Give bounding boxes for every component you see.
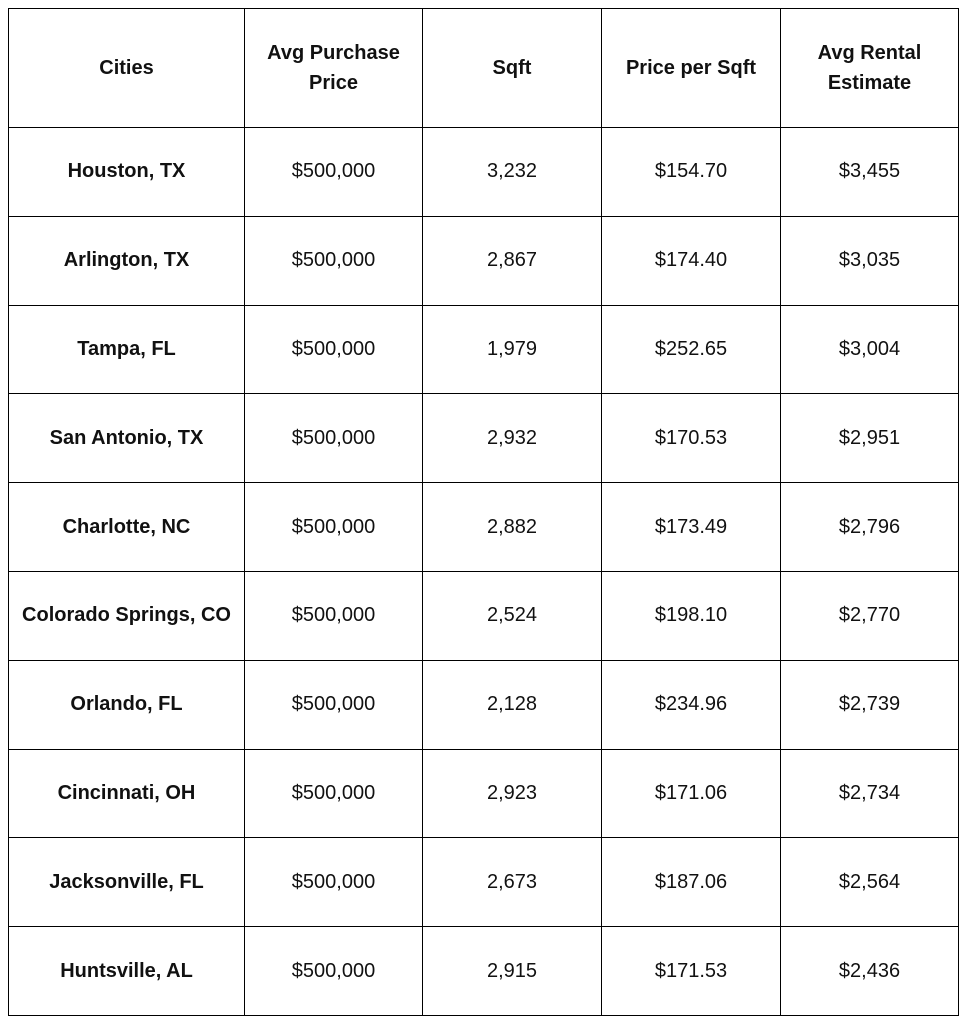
table-row: Arlington, TX $500,000 2,867 $174.40 $3,… xyxy=(8,215,959,306)
sqft-cell: 2,128 xyxy=(422,659,602,750)
rental-estimate-cell: $2,796 xyxy=(780,482,959,572)
rental-estimate-cell: $2,951 xyxy=(780,393,959,484)
rental-estimate-cell: $2,564 xyxy=(780,837,959,928)
table-row: Houston, TX $500,000 3,232 $154.70 $3,45… xyxy=(8,127,959,217)
purchase-price-cell: $500,000 xyxy=(244,748,423,839)
header-avg-rental-estimate: Avg Rental Estimate xyxy=(780,8,959,128)
price-per-sqft-cell: $252.65 xyxy=(601,304,781,395)
table-row: Huntsville, AL $500,000 2,915 $171.53 $2… xyxy=(8,926,959,1016)
header-line: Sqft xyxy=(492,57,532,79)
city-cell: Charlotte, NC xyxy=(8,482,245,572)
purchase-price-cell: $500,000 xyxy=(244,659,423,750)
sqft-cell: 2,923 xyxy=(422,748,602,839)
rental-estimate-cell: $3,455 xyxy=(780,127,959,217)
table-row: Tampa, FL $500,000 1,979 $252.65 $3,004 xyxy=(8,304,959,395)
city-cell: Jacksonville, FL xyxy=(8,837,245,928)
header-line: Cities xyxy=(99,57,154,79)
price-per-sqft-cell: $198.10 xyxy=(601,570,781,661)
rental-estimate-cell: $2,734 xyxy=(780,748,959,839)
header-line: Price xyxy=(309,72,358,94)
purchase-price-cell: $500,000 xyxy=(244,570,423,661)
rental-estimate-cell: $2,770 xyxy=(780,570,959,661)
city-cell: Arlington, TX xyxy=(8,215,245,306)
purchase-price-cell: $500,000 xyxy=(244,482,423,572)
city-cell: Colorado Springs, CO xyxy=(8,570,245,661)
table-row: Orlando, FL $500,000 2,128 $234.96 $2,73… xyxy=(8,659,959,750)
sqft-cell: 3,232 xyxy=(422,127,602,217)
purchase-price-cell: $500,000 xyxy=(244,926,423,1016)
purchase-price-cell: $500,000 xyxy=(244,127,423,217)
table-row: Colorado Springs, CO $500,000 2,524 $198… xyxy=(8,570,959,661)
purchase-price-cell: $500,000 xyxy=(244,837,423,928)
sqft-cell: 2,915 xyxy=(422,926,602,1016)
table-body: Houston, TX $500,000 3,232 $154.70 $3,45… xyxy=(8,127,959,1016)
city-cell: San Antonio, TX xyxy=(8,393,245,484)
sqft-cell: 2,882 xyxy=(422,482,602,572)
purchase-price-cell: $500,000 xyxy=(244,215,423,306)
rental-estimate-cell: $2,739 xyxy=(780,659,959,750)
city-cell: Huntsville, AL xyxy=(8,926,245,1016)
header-row: Cities Avg Purchase Price Sqft Price per… xyxy=(8,8,959,128)
sqft-cell: 2,673 xyxy=(422,837,602,928)
rental-estimate-cell: $3,004 xyxy=(780,304,959,395)
sqft-cell: 2,524 xyxy=(422,570,602,661)
purchase-price-cell: $500,000 xyxy=(244,393,423,484)
city-cell: Houston, TX xyxy=(8,127,245,217)
header-line: Avg Purchase xyxy=(267,42,400,64)
price-per-sqft-cell: $171.06 xyxy=(601,748,781,839)
table-header: Cities Avg Purchase Price Sqft Price per… xyxy=(8,8,959,128)
purchase-price-cell: $500,000 xyxy=(244,304,423,395)
city-comparison-table: Cities Avg Purchase Price Sqft Price per… xyxy=(8,8,959,1016)
header-line: Price per Sqft xyxy=(625,57,757,79)
table-row: Jacksonville, FL $500,000 2,673 $187.06 … xyxy=(8,837,959,928)
rental-estimate-cell: $2,436 xyxy=(780,926,959,1016)
city-cell: Cincinnati, OH xyxy=(8,748,245,839)
price-per-sqft-cell: $171.53 xyxy=(601,926,781,1016)
table-row: Cincinnati, OH $500,000 2,923 $171.06 $2… xyxy=(8,748,959,839)
table-row: San Antonio, TX $500,000 2,932 $170.53 $… xyxy=(8,393,959,484)
sqft-cell: 2,932 xyxy=(422,393,602,484)
price-per-sqft-cell: $234.96 xyxy=(601,659,781,750)
header-avg-purchase-price: Avg Purchase Price xyxy=(244,8,423,128)
header-line: Avg Rental xyxy=(817,42,922,64)
header-cities: Cities xyxy=(8,8,245,128)
price-per-sqft-cell: $174.40 xyxy=(601,215,781,306)
header-sqft: Sqft xyxy=(422,8,602,128)
header-line: Estimate xyxy=(827,72,912,94)
sqft-cell: 1,979 xyxy=(422,304,602,395)
header-price-per-sqft: Price per Sqft xyxy=(601,8,781,128)
price-per-sqft-cell: $170.53 xyxy=(601,393,781,484)
price-per-sqft-cell: $173.49 xyxy=(601,482,781,572)
table-row: Charlotte, NC $500,000 2,882 $173.49 $2,… xyxy=(8,482,959,572)
rental-estimate-cell: $3,035 xyxy=(780,215,959,306)
city-cell: Orlando, FL xyxy=(8,659,245,750)
sqft-cell: 2,867 xyxy=(422,215,602,306)
city-cell: Tampa, FL xyxy=(8,304,245,395)
price-per-sqft-cell: $187.06 xyxy=(601,837,781,928)
price-per-sqft-cell: $154.70 xyxy=(601,127,781,217)
